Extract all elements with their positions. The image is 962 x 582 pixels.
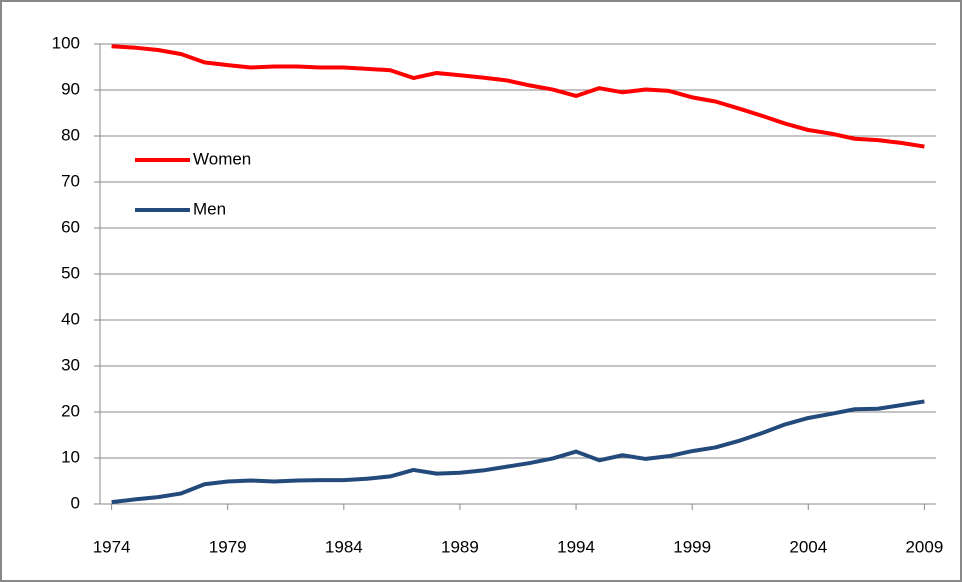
y-tick-label: 50 bbox=[61, 263, 80, 282]
y-tick-label: 100 bbox=[52, 33, 80, 52]
y-tick-label: 0 bbox=[71, 493, 80, 512]
legend-label: Women bbox=[193, 149, 251, 168]
x-tick-label: 1994 bbox=[557, 537, 595, 556]
legend-label: Men bbox=[193, 199, 226, 218]
x-tick-label: 1984 bbox=[325, 537, 363, 556]
x-tick-label: 1979 bbox=[209, 537, 247, 556]
y-tick-label: 40 bbox=[61, 309, 80, 328]
y-tick-label: 20 bbox=[61, 401, 80, 420]
line-series bbox=[111, 399, 925, 505]
y-tick-label: 90 bbox=[61, 79, 80, 98]
y-tick-label: 30 bbox=[61, 355, 80, 374]
x-tick-label: 2004 bbox=[789, 537, 827, 556]
x-tick-label: 1989 bbox=[441, 537, 479, 556]
y-tick-label: 10 bbox=[61, 447, 80, 466]
x-tick-label: 1974 bbox=[93, 537, 131, 556]
x-tick-label: 1999 bbox=[673, 537, 711, 556]
line-series bbox=[111, 44, 925, 149]
y-tick-label: 80 bbox=[61, 125, 80, 144]
x-tick-label: 2009 bbox=[905, 537, 943, 556]
y-tick-label: 60 bbox=[61, 217, 80, 236]
y-tick-label: 70 bbox=[61, 171, 80, 190]
